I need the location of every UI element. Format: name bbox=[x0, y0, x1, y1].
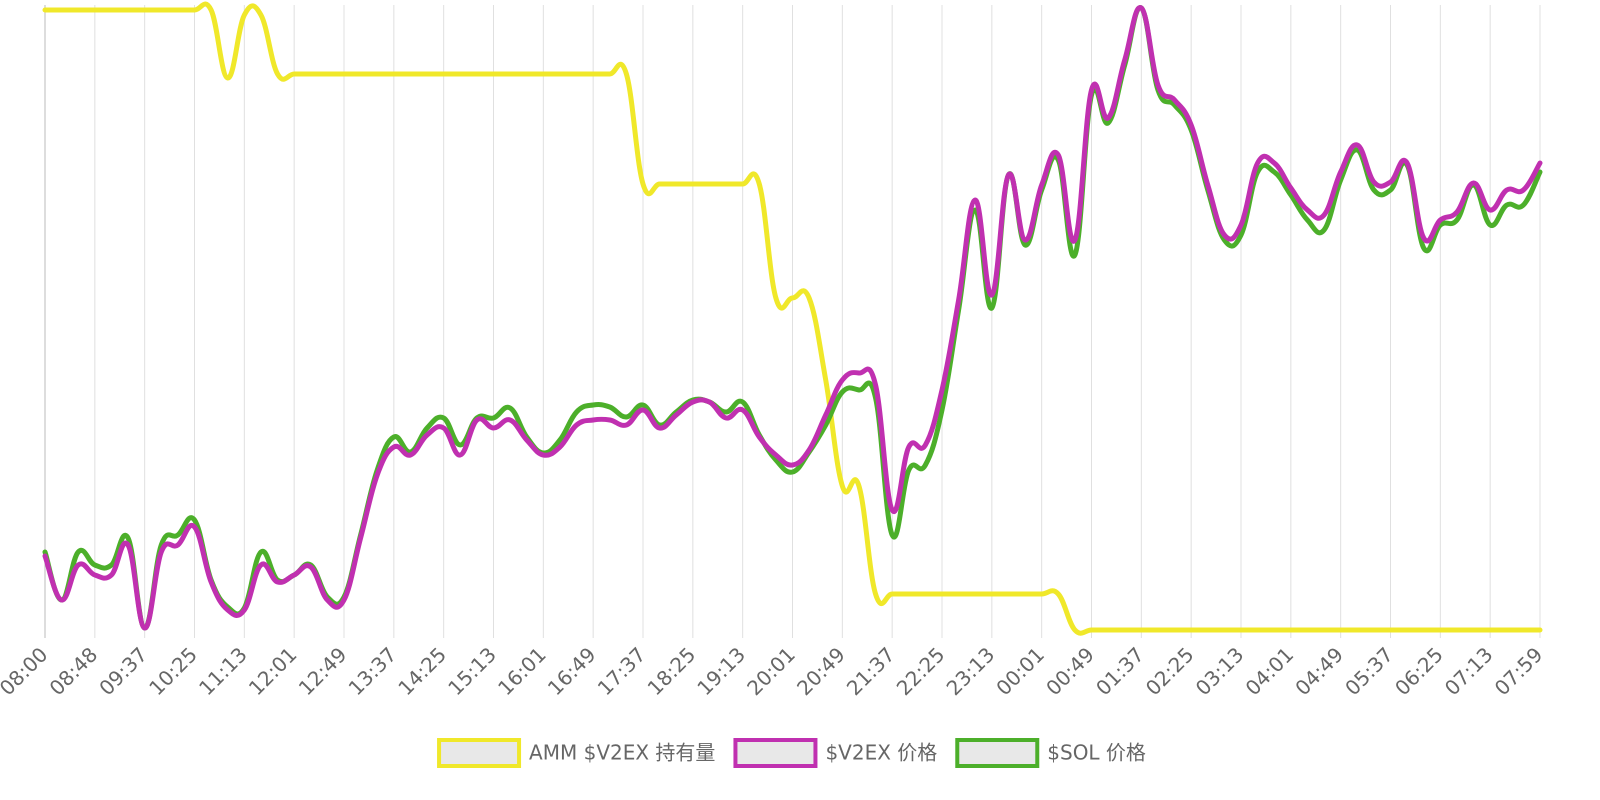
x-tick-label: 23:13 bbox=[942, 642, 1000, 700]
x-tick-label: 09:37 bbox=[94, 642, 152, 700]
series-line bbox=[42, 1, 1543, 636]
legend-label: AMM $V2EX 持有量 bbox=[529, 741, 715, 765]
x-tick-label: 16:01 bbox=[493, 642, 551, 700]
x-tick-label: 07:13 bbox=[1440, 642, 1498, 700]
x-tick-label: 12:49 bbox=[294, 642, 352, 700]
legend-swatch bbox=[733, 738, 818, 768]
x-tick-label: 07:59 bbox=[1490, 642, 1548, 700]
legend-label: $V2EX 价格 bbox=[825, 741, 937, 765]
x-tick-label: 06:25 bbox=[1390, 642, 1448, 700]
x-tick-label: 03:13 bbox=[1191, 642, 1249, 700]
x-tick-label: 13:37 bbox=[344, 642, 402, 700]
x-tick-label: 02:25 bbox=[1141, 642, 1199, 700]
x-tick-label: 04:01 bbox=[1241, 642, 1299, 700]
x-tick-label: 08:00 bbox=[0, 642, 52, 700]
x-tick-label: 10:25 bbox=[144, 642, 202, 700]
x-tick-label: 18:25 bbox=[643, 642, 701, 700]
x-tick-label: 22:25 bbox=[892, 642, 950, 700]
x-tick-label: 14:25 bbox=[393, 642, 451, 700]
x-tick-label: 16:49 bbox=[543, 642, 601, 700]
x-tick-label: 15:13 bbox=[443, 642, 501, 700]
x-tick-label: 20:01 bbox=[742, 642, 800, 700]
x-tick-label: 17:37 bbox=[593, 642, 651, 700]
x-tick-label: 00:01 bbox=[991, 642, 1049, 700]
x-tick-label: 01:37 bbox=[1091, 642, 1149, 700]
series-line bbox=[42, 5, 1543, 631]
x-tick-label: 12:01 bbox=[244, 642, 302, 700]
x-tick-label: 00:49 bbox=[1041, 642, 1099, 700]
x-tick-label: 21:37 bbox=[842, 642, 900, 700]
legend-label: $SOL 价格 bbox=[1047, 741, 1146, 765]
x-tick-label: 08:48 bbox=[45, 642, 103, 700]
x-tick-label: 19:13 bbox=[692, 642, 750, 700]
legend-swatch bbox=[437, 738, 522, 768]
x-tick-label: 20:49 bbox=[792, 642, 850, 700]
legend-swatch bbox=[955, 738, 1040, 768]
legend: AMM $V2EX 持有量 $V2EX 价格 $SOL 价格 bbox=[437, 738, 1146, 768]
x-tick-label: 05:37 bbox=[1340, 642, 1398, 700]
x-tick-label: 11:13 bbox=[194, 642, 252, 700]
x-tick-label: 04:49 bbox=[1290, 642, 1348, 700]
